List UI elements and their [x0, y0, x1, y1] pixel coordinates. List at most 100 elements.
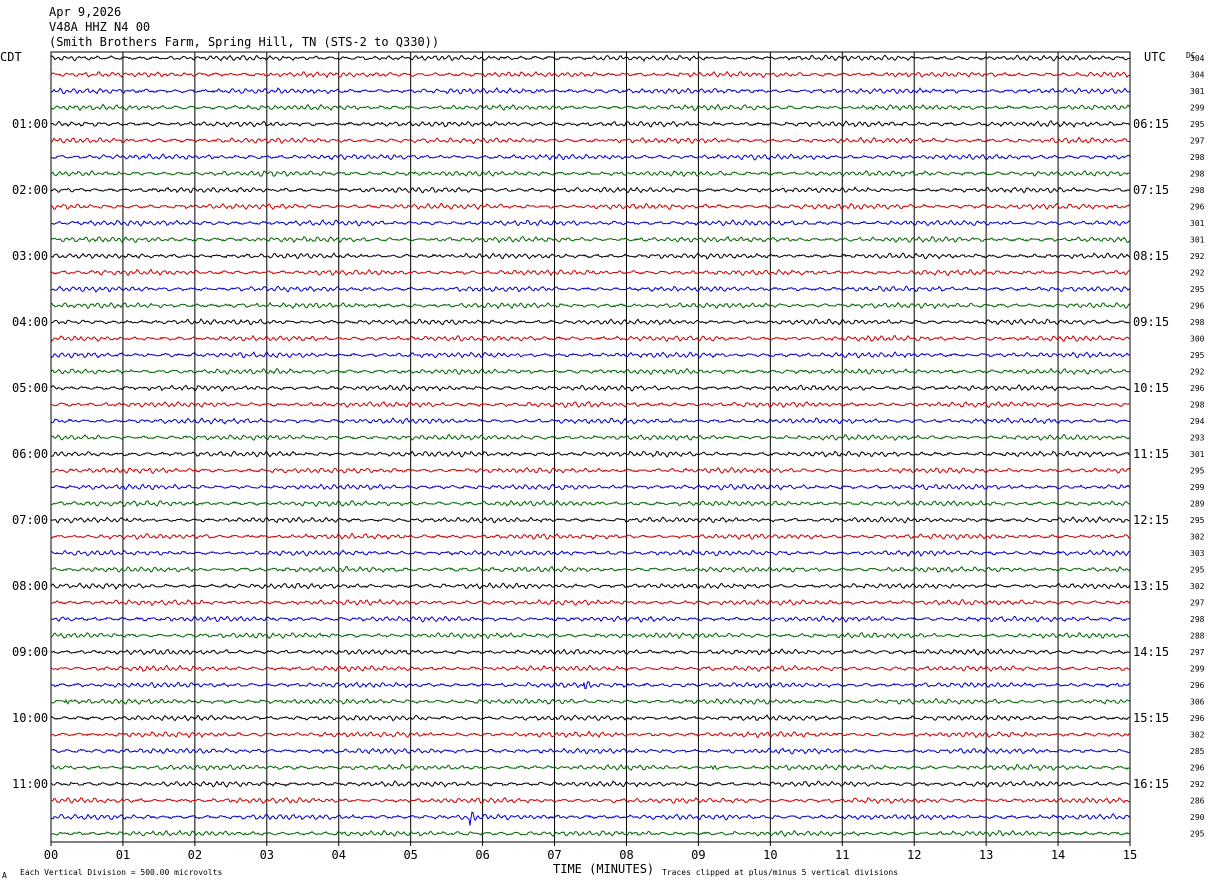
- seismic-trace: [50, 252, 1131, 260]
- dc-offset-label: 298: [1190, 401, 1205, 410]
- dc-offset-label: 298: [1190, 170, 1205, 179]
- plot-frame: [50, 51, 1131, 843]
- dc-offset-label: 295: [1190, 566, 1205, 575]
- left-time-label: 08:00: [12, 579, 48, 593]
- seismic-trace: [50, 532, 1131, 541]
- seismic-trace: [50, 450, 1131, 458]
- dc-offset-label: 299: [1190, 483, 1205, 492]
- left-time-label: 01:00: [12, 117, 48, 131]
- left-time-label: 11:00: [12, 777, 48, 791]
- seismic-trace: [50, 499, 1131, 508]
- right-time-label: 10:15: [1133, 381, 1169, 395]
- dc-offset-label: 296: [1190, 681, 1205, 690]
- dc-offset-label: 295: [1190, 467, 1205, 476]
- x-tick-label: 09: [691, 848, 705, 862]
- x-tick-label: 15: [1123, 848, 1137, 862]
- dc-offset-label: 295: [1190, 830, 1205, 839]
- x-tick-label: 04: [332, 848, 346, 862]
- dc-offset-label: 302: [1190, 582, 1205, 591]
- header-location: (Smith Brothers Farm, Spring Hill, TN (S…: [49, 35, 439, 49]
- dc-offset-label: 295: [1190, 351, 1205, 360]
- dc-offset-label: 304: [1190, 54, 1205, 63]
- dc-offset-label: 296: [1190, 384, 1205, 393]
- dc-offset-label: 296: [1190, 203, 1205, 212]
- left-zone-label: CDT: [0, 50, 22, 64]
- x-axis-ticks: 00 01 02 03 04 05 06 07 08 09 10 11 12 13 14 15: [44, 842, 1137, 862]
- left-time-label: 07:00: [12, 513, 48, 527]
- seismic-trace: [50, 811, 1131, 826]
- dc-offset-label: 297: [1190, 648, 1205, 657]
- x-tick-label: 02: [188, 848, 202, 862]
- left-time-label: 05:00: [12, 381, 48, 395]
- left-time-label: 10:00: [12, 711, 48, 725]
- dc-offset-label: 292: [1190, 252, 1205, 261]
- dc-offset-label: 300: [1190, 335, 1205, 344]
- seismic-trace: [50, 136, 1131, 145]
- seismic-trace: [50, 169, 1131, 178]
- left-time-label: 03:00: [12, 249, 48, 263]
- dc-offset-label: 292: [1190, 368, 1205, 377]
- left-time-labels: 01:00 02:00 03:00 04:00 05:00 06:00 07:00 08:00…: [12, 117, 48, 791]
- seismic-trace: [50, 120, 1131, 128]
- seismic-trace: [50, 202, 1131, 211]
- dc-offset-label: 301: [1190, 219, 1205, 228]
- dc-offset-labels: 304 304 301 299 295 297 298 298 298 296 301 301 292 2…: [1190, 54, 1205, 839]
- dc-offset-label: 298: [1190, 615, 1205, 624]
- dc-offset-label: 288: [1190, 632, 1205, 641]
- x-tick-label: 11: [835, 848, 849, 862]
- corner-mark: A: [2, 871, 7, 880]
- dc-offset-label: 299: [1190, 104, 1205, 113]
- x-tick-label: 06: [475, 848, 489, 862]
- header-date: Apr 9,2026: [49, 5, 121, 19]
- dc-offset-label: 289: [1190, 500, 1205, 509]
- dc-offset-label: 304: [1190, 71, 1205, 80]
- right-time-label: 07:15: [1133, 183, 1169, 197]
- seismic-trace: [50, 615, 1131, 623]
- dc-offset-label: 294: [1190, 417, 1205, 426]
- seismic-trace: [50, 730, 1131, 739]
- dc-offset-label: 298: [1190, 318, 1205, 327]
- left-time-label: 02:00: [12, 183, 48, 197]
- seismic-trace: [50, 70, 1131, 79]
- dc-offset-label: 302: [1190, 731, 1205, 740]
- dc-offset-label: 292: [1190, 269, 1205, 278]
- seismic-trace: [50, 268, 1131, 277]
- seismic-trace: [50, 466, 1131, 475]
- seismic-trace: [50, 334, 1131, 343]
- dc-offset-label: 292: [1190, 780, 1205, 789]
- x-tick-label: 12: [907, 848, 921, 862]
- dc-offset-label: 290: [1190, 813, 1205, 822]
- right-time-labels: 06:15 07:15 08:15 09:15 10:15 11:15 12:15 13:15…: [1133, 117, 1169, 791]
- seismic-trace: [50, 697, 1131, 705]
- grid-lines: [50, 51, 1131, 843]
- x-tick-label: 01: [116, 848, 130, 862]
- x-axis-title: TIME (MINUTES): [553, 862, 654, 876]
- seismic-trace: [50, 483, 1131, 491]
- seismic-trace: [50, 780, 1131, 788]
- x-tick-label: 14: [1051, 848, 1065, 862]
- left-time-label: 06:00: [12, 447, 48, 461]
- left-time-label: 09:00: [12, 645, 48, 659]
- right-time-label: 12:15: [1133, 513, 1169, 527]
- x-tick-label: 07: [547, 848, 561, 862]
- seismic-trace: [50, 648, 1131, 656]
- right-time-label: 11:15: [1133, 447, 1169, 461]
- seismic-trace: [50, 763, 1131, 772]
- seismic-trace: [50, 516, 1131, 524]
- seismic-trace: [50, 632, 1131, 640]
- dc-offset-label: 302: [1190, 533, 1205, 542]
- header-station: V48A HHZ N4 00: [49, 20, 150, 34]
- dc-offset-label: 303: [1190, 549, 1205, 558]
- seismic-trace: [50, 54, 1131, 63]
- dc-offset-label: 285: [1190, 747, 1205, 756]
- x-tick-label: 05: [403, 848, 417, 862]
- dc-offset-label: 298: [1190, 186, 1205, 195]
- x-tick-label: 00: [44, 848, 58, 862]
- seismic-trace: [50, 829, 1131, 838]
- x-tick-label: 03: [260, 848, 274, 862]
- trace-lines: [50, 54, 1131, 838]
- right-time-label: 15:15: [1133, 711, 1169, 725]
- seismic-trace: [50, 235, 1131, 244]
- seismic-trace: [50, 433, 1131, 441]
